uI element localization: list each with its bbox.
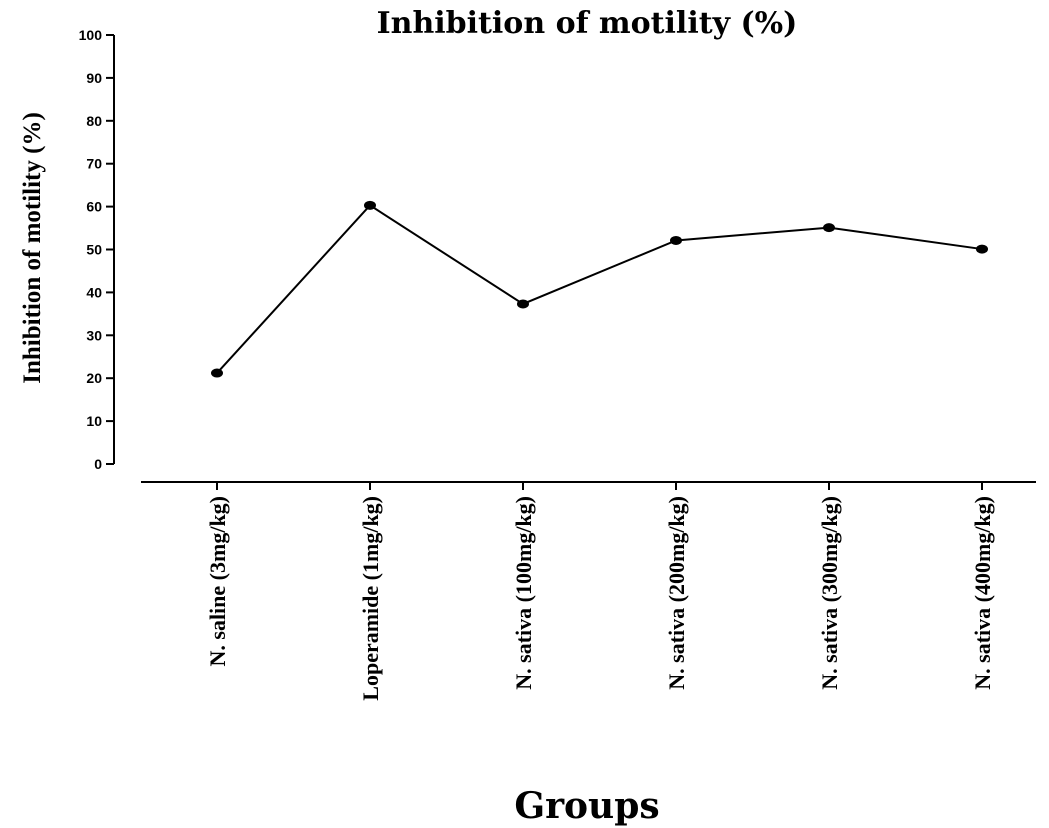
y-tick-label: 0 xyxy=(94,456,102,472)
y-tick-label: 10 xyxy=(86,413,102,429)
data-point xyxy=(823,223,835,233)
series-line xyxy=(216,204,983,374)
x-tick-label: N. sativa (300mg/kg) xyxy=(817,496,842,690)
data-point xyxy=(517,299,529,309)
data-point xyxy=(670,235,682,245)
y-tick-label: 30 xyxy=(86,327,102,343)
y-tick-label: 70 xyxy=(86,156,102,172)
y-tick-label: 60 xyxy=(86,199,102,215)
y-tick-label: 90 xyxy=(86,70,102,86)
x-axis-label: Groups xyxy=(514,785,659,827)
data-point xyxy=(364,200,376,210)
y-tick-label: 40 xyxy=(86,284,102,300)
x-tick-label: N. sativa (100mg/kg) xyxy=(511,496,536,690)
series-group xyxy=(211,200,988,378)
chart-title: Inhibition of motility (%) xyxy=(377,6,798,41)
x-tick-label: Loperamide (1mg/kg) xyxy=(358,496,383,701)
x-tick-label: N. sativa (200mg/kg) xyxy=(664,496,689,690)
data-point xyxy=(211,368,223,378)
y-tick-label: 50 xyxy=(86,242,102,258)
data-point xyxy=(976,244,988,254)
x-tick-label: N. sativa (400mg/kg) xyxy=(970,496,995,690)
axes: 0 10 20 30 40 50 60 70 80 90 100 N. saline (3mg/kg)… xyxy=(79,27,1036,701)
y-tick-label: 80 xyxy=(86,113,102,129)
y-tick-label: 100 xyxy=(79,27,103,43)
y-tick-label: 20 xyxy=(86,370,102,386)
x-tick-label: N. saline (3mg/kg) xyxy=(205,496,230,667)
y-axis-label: Inhibition of motility (%) xyxy=(19,112,46,384)
